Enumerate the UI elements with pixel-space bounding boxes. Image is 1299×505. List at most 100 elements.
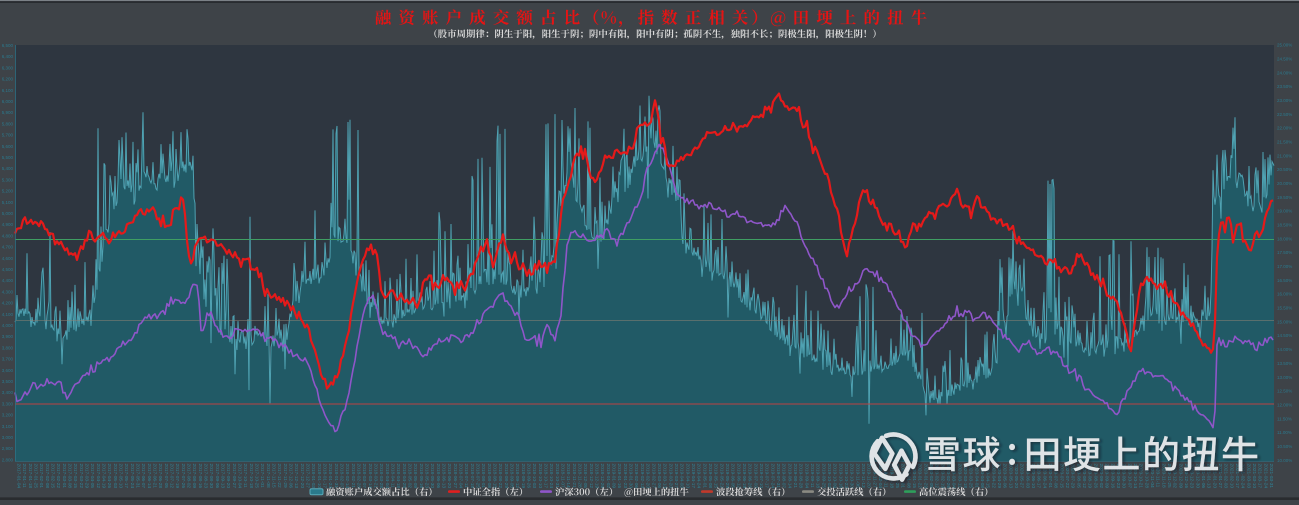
svg-text:2020-07-01: 2020-07-01 [1047, 464, 1053, 489]
svg-text:2017-10-11: 2017-10-11 [242, 464, 248, 489]
svg-text:2018-10-31: 2018-10-31 [554, 464, 560, 489]
svg-text:2019-09-25: 2019-09-25 [820, 464, 826, 489]
svg-text:2020-04-29: 2020-04-29 [996, 464, 1002, 489]
svg-text:2018-03-28: 2018-03-28 [378, 464, 384, 489]
svg-text:2019-04-24: 2019-04-24 [696, 464, 702, 489]
svg-text:2017-09-20: 2017-09-20 [225, 464, 231, 489]
svg-text:23.00%: 23.00% [1277, 98, 1292, 103]
svg-text:2020-10-28: 2020-10-28 [1143, 464, 1149, 489]
svg-text:2021-02-24: 2021-02-24 [1240, 464, 1246, 489]
svg-text:14.50%: 14.50% [1277, 333, 1292, 338]
svg-text:11.50%: 11.50% [1277, 416, 1292, 421]
svg-text:17.50%: 17.50% [1277, 250, 1292, 255]
svg-text:2017-04-19: 2017-04-19 [101, 464, 107, 489]
svg-text:2019-07-10: 2019-07-10 [758, 464, 764, 489]
svg-text:20.50%: 20.50% [1277, 167, 1292, 172]
svg-text:2017-05-17: 2017-05-17 [123, 464, 129, 489]
svg-text:2020-09-02: 2020-09-02 [1098, 464, 1104, 489]
svg-text:2020-06-03: 2020-06-03 [1024, 464, 1030, 489]
svg-text:2019-04-10: 2019-04-10 [684, 464, 690, 489]
svg-text:2019-09-11: 2019-09-11 [809, 464, 815, 489]
svg-text:2017-02-22: 2017-02-22 [55, 464, 61, 489]
svg-text:2020-11-25: 2020-11-25 [1166, 464, 1172, 489]
svg-text:6,000: 6,000 [2, 99, 14, 104]
svg-text:2018-06-13: 2018-06-13 [441, 464, 447, 489]
svg-text:2019-10-02: 2019-10-02 [826, 464, 832, 489]
svg-text:4,400: 4,400 [2, 278, 14, 283]
svg-text:2019-03-06: 2019-03-06 [656, 464, 662, 489]
svg-text:2019-02-20: 2019-02-20 [645, 464, 651, 489]
svg-text:2020-12-02: 2020-12-02 [1172, 464, 1178, 489]
svg-text:2020-04-01: 2020-04-01 [973, 464, 979, 489]
svg-text:2017-11-29: 2017-11-29 [282, 464, 288, 489]
svg-text:2019-06-19: 2019-06-19 [741, 464, 747, 489]
svg-text:2018-11-21: 2018-11-21 [571, 464, 577, 489]
svg-text:2019-05-29: 2019-05-29 [724, 464, 730, 489]
svg-text:2017-07-26: 2017-07-26 [180, 464, 186, 489]
svg-text:5,800: 5,800 [2, 121, 14, 126]
svg-text:16.50%: 16.50% [1277, 278, 1292, 283]
svg-text:5,200: 5,200 [2, 189, 14, 194]
svg-text:2019-08-07: 2019-08-07 [781, 464, 787, 489]
svg-text:2018-01-24: 2018-01-24 [327, 464, 333, 489]
svg-text:2017-06-21: 2017-06-21 [152, 464, 158, 489]
svg-text:4,800: 4,800 [2, 233, 14, 238]
svg-text:2018-07-18: 2018-07-18 [469, 464, 475, 489]
svg-text:2020-08-05: 2020-08-05 [1075, 464, 1081, 489]
svg-text:2021-02-17: 2021-02-17 [1234, 464, 1240, 489]
svg-text:2018-05-02: 2018-05-02 [407, 464, 413, 489]
svg-text:2020-07-22: 2020-07-22 [1064, 464, 1070, 489]
svg-text:2017-12-13: 2017-12-13 [293, 464, 299, 489]
svg-text:2018-07-04: 2018-07-04 [458, 464, 464, 489]
svg-text:2017-08-16: 2017-08-16 [197, 464, 203, 489]
svg-text:2017-08-30: 2017-08-30 [208, 464, 214, 489]
svg-text:5,500: 5,500 [2, 155, 14, 160]
svg-text:2019-02-13: 2019-02-13 [639, 464, 645, 489]
svg-text:2018-01-10: 2018-01-10 [316, 464, 322, 489]
svg-text:4,600: 4,600 [2, 256, 14, 261]
svg-text:2017-03-08: 2017-03-08 [67, 464, 73, 489]
svg-text:2019-11-13: 2019-11-13 [860, 464, 866, 489]
svg-text:2017-05-03: 2017-05-03 [112, 464, 118, 489]
svg-text:2020-12-23: 2020-12-23 [1189, 464, 1195, 489]
svg-text:2019-07-03: 2019-07-03 [752, 464, 758, 489]
svg-text:2017-08-02: 2017-08-02 [186, 464, 192, 489]
svg-text:2018-02-07: 2018-02-07 [339, 464, 345, 489]
svg-text:3,100: 3,100 [2, 424, 14, 429]
svg-text:2017-07-12: 2017-07-12 [169, 464, 175, 489]
svg-text:2020-10-07: 2020-10-07 [1126, 464, 1132, 489]
svg-text:2018-12-05: 2018-12-05 [582, 464, 588, 489]
svg-text:4,500: 4,500 [2, 267, 14, 272]
svg-text:2020-09-16: 2020-09-16 [1109, 464, 1115, 489]
svg-text:2017-11-01: 2017-11-01 [259, 464, 265, 489]
svg-text:2017-11-08: 2017-11-08 [265, 464, 271, 489]
svg-text:4,700: 4,700 [2, 245, 14, 250]
svg-text:20.00%: 20.00% [1277, 181, 1292, 186]
svg-text:2020-12-16: 2020-12-16 [1183, 464, 1189, 489]
svg-text:2019-07-17: 2019-07-17 [764, 464, 770, 489]
svg-text:2019-02-27: 2019-02-27 [650, 464, 656, 489]
svg-text:2020-01-22: 2020-01-22 [917, 464, 923, 489]
svg-text:2019-12-18: 2019-12-18 [888, 464, 894, 489]
svg-text:2019-01-23: 2019-01-23 [622, 464, 628, 489]
svg-text:2018-10-17: 2018-10-17 [543, 464, 549, 489]
svg-text:4,100: 4,100 [2, 312, 14, 317]
svg-text:2017-03-22: 2017-03-22 [78, 464, 84, 489]
svg-text:2020-09-30: 2020-09-30 [1121, 464, 1127, 489]
svg-text:24.50%: 24.50% [1277, 56, 1292, 61]
svg-text:2017-12-06: 2017-12-06 [288, 464, 294, 489]
svg-text:2017-10-25: 2017-10-25 [254, 464, 260, 489]
svg-text:2020-12-09: 2020-12-09 [1177, 464, 1183, 489]
svg-text:5,700: 5,700 [2, 133, 14, 138]
svg-text:2018-01-03: 2018-01-03 [310, 464, 316, 489]
svg-text:2017-01-18: 2017-01-18 [27, 464, 33, 489]
svg-text:2020-03-04: 2020-03-04 [951, 464, 957, 489]
svg-text:2020-06-24: 2020-06-24 [1041, 464, 1047, 489]
svg-text:12.00%: 12.00% [1277, 402, 1292, 407]
svg-text:2017-09-13: 2017-09-13 [220, 464, 226, 489]
svg-text:2020-07-15: 2020-07-15 [1058, 464, 1064, 489]
svg-text:2021-01-20: 2021-01-20 [1211, 464, 1217, 489]
svg-text:2018-06-06: 2018-06-06 [435, 464, 441, 489]
svg-text:2017-04-26: 2017-04-26 [106, 464, 112, 489]
svg-text:2020-08-26: 2020-08-26 [1092, 464, 1098, 489]
